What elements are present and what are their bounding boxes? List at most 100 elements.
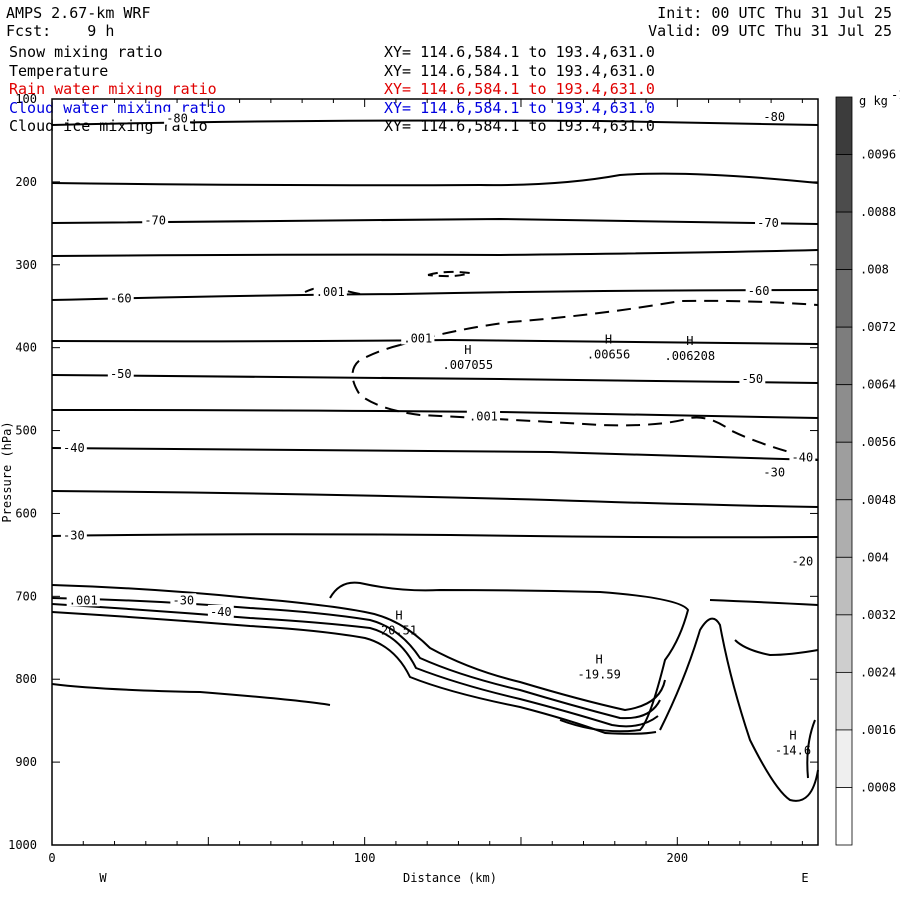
contour-label: .001	[403, 331, 432, 345]
lower-contour-2	[51, 597, 661, 720]
extremum-value: -14.6	[775, 744, 811, 758]
contour-label-bg	[745, 284, 772, 298]
contour-label: .001	[69, 593, 98, 607]
colorbar-label: .0056	[860, 435, 896, 449]
colorbar: .0096 .0088 .008 .0072 .0064 .0056 .0048 .004 .0…	[835, 88, 900, 846]
colorbar-swatch	[835, 787, 853, 846]
y-tick-label: 100	[15, 92, 37, 106]
legend-field-name: Snow mixing ratio	[9, 43, 163, 61]
legend-field-xy: XY= 114.6,584.1 to 193.4,631.0	[384, 80, 655, 98]
contour-label-bg	[755, 216, 781, 230]
isotherm-minus70b	[51, 249, 819, 257]
colorbar-label: .0032	[860, 608, 896, 622]
colorbar-swatch	[835, 556, 853, 616]
contour-label: -80	[166, 112, 188, 126]
extremum-value: .006208	[665, 349, 716, 363]
x-tick-label: 200	[666, 851, 688, 865]
x-axis-label: Distance (km)	[403, 871, 497, 885]
y-tick-label: 600	[15, 506, 37, 520]
colorbar-swatch	[835, 154, 853, 213]
y-tick-label: 900	[15, 755, 37, 769]
contour-label-bg	[739, 371, 766, 385]
contour-label: -40	[210, 605, 232, 619]
west-label: W	[99, 871, 107, 885]
contour-label-bg	[142, 213, 169, 227]
contour-label-bg	[789, 450, 816, 464]
right-contour	[734, 639, 819, 657]
legend-field-xy: XY= 114.6,584.1 to 193.4,631.0	[384, 61, 655, 80]
contour-label-bg	[60, 528, 87, 542]
extremum-value: -19.59	[577, 667, 620, 681]
cloud-ice-small2	[427, 270, 471, 278]
isotherm-minus60	[51, 289, 819, 301]
contour-label-bg	[789, 554, 816, 568]
y-tick-label: 400	[15, 341, 37, 355]
isotherm-minus20	[709, 599, 819, 606]
colorbar-label: .0048	[860, 493, 896, 507]
colorbar-label: .0072	[860, 320, 896, 334]
y-tick-label: 800	[15, 672, 37, 686]
dome-contour	[659, 617, 819, 802]
colorbar-swatch	[835, 671, 853, 731]
colorbar-label: .0096	[860, 148, 896, 162]
colorbar-label: .0064	[860, 378, 896, 392]
isotherm-minus30c	[51, 683, 331, 706]
extremum-value: 20.51	[381, 623, 417, 637]
y-tick-label: 200	[15, 175, 37, 189]
colorbar-label: .004	[860, 550, 889, 564]
right-bump	[806, 719, 816, 779]
colorbar-swatch	[835, 384, 853, 443]
valid-time: Valid: 09 UTC Thu 31 Jul 25	[648, 22, 892, 40]
forecast-hour: Fcst: 9 h	[6, 22, 115, 40]
contour-label: -30	[172, 593, 194, 607]
y-axis-label: Pressure (hPa)	[0, 421, 14, 522]
bubble-contour	[329, 581, 690, 733]
contour-labels: -80 -80-70 -70-60-60-50 -50-40-40-30-30-30-…	[60, 110, 816, 619]
y-tick-label: 500	[15, 424, 37, 438]
legend-field-name: Rain water mixing ratio	[9, 80, 217, 98]
contour-label: -70	[757, 216, 779, 230]
lower-contour-4	[51, 611, 657, 735]
contour-label: -30	[763, 466, 785, 480]
model-title: AMPS 2.67-km WRF	[6, 4, 151, 22]
contour-label: -80	[763, 110, 785, 124]
extremum-mark: H	[789, 729, 796, 743]
colorbar-label: .0024	[860, 665, 896, 679]
y-tick-label: 1000	[8, 838, 37, 852]
isotherm-minus50	[51, 338, 819, 345]
extremum-mark: H	[464, 343, 471, 357]
x-axis: 0 100 200	[48, 99, 803, 865]
east-label: E	[801, 871, 808, 885]
colorbar-units: g kg	[859, 94, 888, 108]
extremum-mark: H	[605, 332, 612, 346]
contour-label-bg	[761, 465, 788, 479]
colorbar-swatch	[835, 211, 853, 271]
contour-label: -30	[63, 529, 85, 543]
isotherm-200	[51, 172, 819, 187]
isotherm-minus50b	[51, 374, 819, 384]
plot-frame	[51, 98, 819, 846]
contour-label-bg	[107, 367, 134, 381]
x-tick-label: 0	[48, 851, 55, 865]
colorbar-swatch	[835, 729, 853, 788]
contour-label: -20	[792, 554, 814, 568]
isotherm-minus70	[51, 217, 819, 225]
colorbar-label: .0016	[860, 723, 896, 737]
colorbar-label: .0088	[860, 205, 896, 219]
colorbar-swatch	[835, 269, 853, 328]
extremum-mark: H	[686, 334, 693, 348]
contour-label: .001	[469, 409, 498, 423]
contour-label: -70	[144, 214, 166, 228]
extremum-mark: H	[596, 652, 603, 666]
colorbar-swatch	[835, 499, 853, 558]
contour-label: -60	[748, 284, 770, 298]
colorbar-swatch	[835, 441, 853, 501]
contour-label: .001	[316, 285, 345, 299]
init-time: Init: 00 UTC Thu 31 Jul 25	[657, 4, 892, 22]
colorbar-label: .008	[860, 263, 889, 277]
contour-label-bg	[164, 111, 191, 125]
legend-field-xy: XY= 114.6,584.1 to 193.4,631.0	[384, 98, 655, 117]
y-tick-label: 300	[15, 258, 37, 272]
isotherm-minus40	[51, 409, 819, 419]
